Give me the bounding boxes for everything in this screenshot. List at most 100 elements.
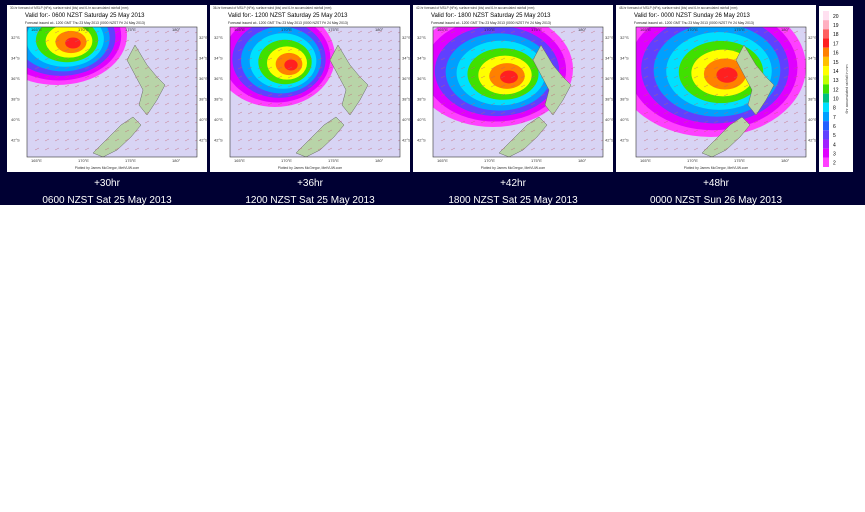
wind-barb (64, 138, 70, 142)
lat-label: 40°S (605, 117, 614, 122)
wind-barb (673, 30, 679, 34)
wind-barb (783, 75, 789, 79)
wind-barb (134, 111, 140, 115)
lon-label: 175°E (734, 158, 745, 163)
wind-barb (327, 138, 333, 142)
legend-swatch (823, 121, 829, 131)
wind-barb (803, 112, 806, 115)
wind-barb (174, 57, 180, 61)
issued-time: Forecast issued at:- 1200 GMT Thu 23 May… (634, 21, 754, 25)
wind-barb (580, 39, 586, 43)
legend-swatch (823, 29, 829, 39)
wind-barb (337, 111, 343, 115)
wind-barb (773, 138, 779, 142)
wind-barb (397, 121, 400, 124)
wind-barb (277, 48, 283, 52)
wind-barb (663, 39, 669, 43)
wind-barb (287, 57, 293, 61)
wind-barb (84, 30, 90, 34)
lon-label: 180° (375, 27, 384, 32)
wind-barb (267, 39, 273, 43)
legend-swatch (823, 139, 829, 149)
wind-barb (653, 129, 659, 133)
wind-barb (490, 66, 496, 70)
wind-barb (460, 129, 466, 133)
wind-barb (570, 84, 576, 88)
north-island (532, 44, 572, 116)
wind-barb (154, 57, 160, 61)
wind-barb (164, 138, 170, 142)
legend-label: 8 (833, 106, 836, 112)
wind-barb (540, 39, 546, 43)
wind-barb (194, 139, 197, 142)
wind-barb (387, 30, 393, 34)
wind-barb (367, 102, 373, 106)
wind-barb (114, 102, 120, 106)
wind-barb (540, 111, 546, 115)
wind-barb (510, 39, 516, 43)
wind-barb (480, 120, 486, 124)
wind-barb (174, 66, 180, 70)
wind-barb (257, 48, 263, 52)
wind-barb (297, 30, 303, 34)
wind-barb (490, 120, 496, 124)
wind-barb (783, 66, 789, 70)
wind-barb (64, 120, 70, 124)
wind-barb (500, 102, 506, 106)
wind-barb (237, 102, 243, 106)
wind-barb (327, 111, 333, 115)
wind-barb (184, 30, 190, 34)
wind-barb (74, 138, 80, 142)
wind-barb (743, 147, 749, 151)
wind-barb (560, 129, 566, 133)
lon-label: 170°E (687, 158, 698, 163)
wind-barb (104, 93, 110, 97)
wind-barb (237, 111, 243, 115)
wind-barb (307, 111, 313, 115)
legend-label: 14 (833, 69, 839, 75)
lat-label: 34°S (199, 56, 208, 61)
wind-barb (663, 48, 669, 52)
wind-barb (307, 66, 313, 70)
wind-barb (257, 57, 263, 61)
wind-barb (64, 39, 70, 43)
wind-barb (673, 84, 679, 88)
wind-barb (510, 129, 516, 133)
wind-barb (54, 39, 60, 43)
wind-barb (194, 85, 197, 88)
wind-barb (773, 30, 779, 34)
wind-barb (84, 57, 90, 61)
wind-barb (653, 147, 659, 151)
lat-label: 38°S (214, 97, 223, 102)
wind-barb (480, 147, 486, 151)
wind-barb (164, 48, 170, 52)
wind-barb (337, 138, 343, 142)
map-frame (635, 26, 807, 158)
wind-barb (104, 39, 110, 43)
wind-barb (500, 138, 506, 142)
wind-barb (590, 57, 596, 61)
wind-barb (397, 85, 400, 88)
wind-barb (397, 130, 400, 133)
lon-label: 165°E (31, 27, 42, 32)
credit: Plotted by James McGregor, MetVUW.com (75, 166, 140, 170)
wind-barb (74, 102, 80, 106)
wind-barb (134, 138, 140, 142)
wind-barb (174, 129, 180, 133)
wind-barb (520, 120, 526, 124)
wind-barb (753, 93, 759, 97)
wind-barb (34, 57, 40, 61)
wind-barb (753, 111, 759, 115)
wind-barb (54, 102, 60, 106)
wind-barb (164, 147, 170, 151)
wind-barb (763, 39, 769, 43)
wind-barb (94, 102, 100, 106)
wind-barb (134, 120, 140, 124)
lead-time: +42hr (500, 178, 527, 189)
wind-barb (600, 130, 603, 133)
wind-barb (783, 48, 789, 52)
wind-barb (733, 93, 739, 97)
wind-barb (124, 129, 130, 133)
wind-barb (184, 66, 190, 70)
wind-barb (450, 102, 456, 106)
